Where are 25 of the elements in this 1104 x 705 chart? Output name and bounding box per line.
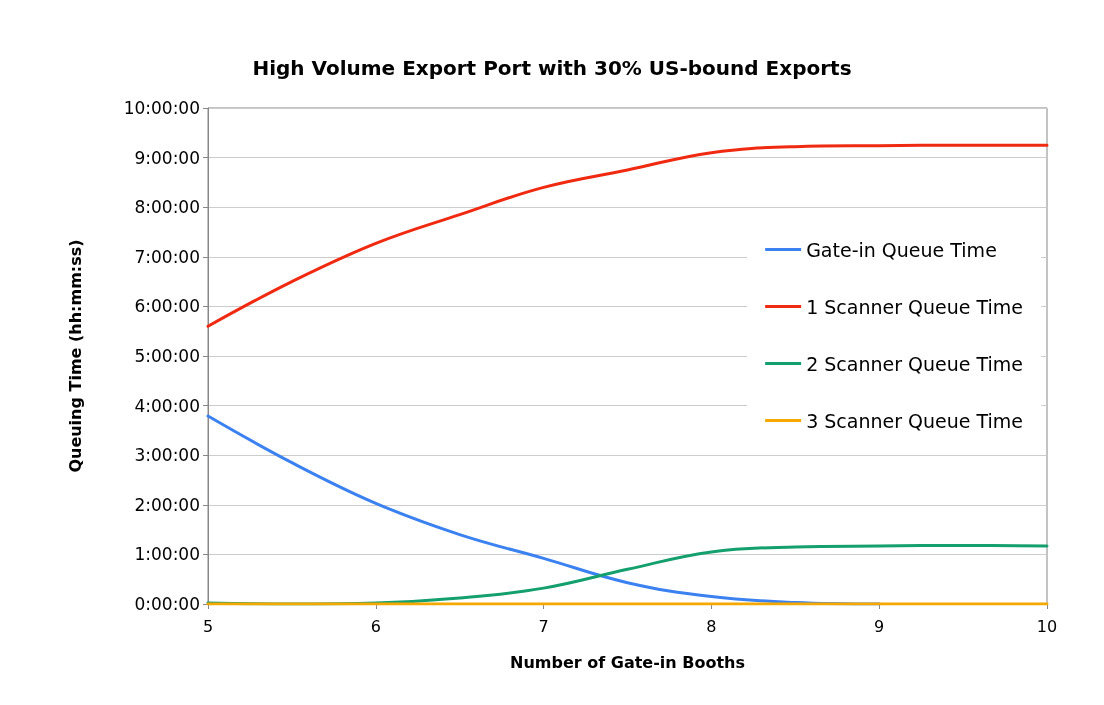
y-tick-label: 3:00:00: [134, 445, 200, 466]
legend-label: 3 Scanner Queue Time: [806, 409, 1023, 432]
y-tick-label: 10:00:00: [123, 98, 200, 118]
y-tick-label: 1:00:00: [134, 544, 200, 565]
line-series: [206, 143, 1049, 328]
y-tick-label: 9:00:00: [134, 147, 200, 168]
y-tick-label: 0:00:00: [134, 594, 200, 614]
chart-title: High Volume Export Port with 30% US-bound Exports: [252, 56, 852, 80]
y-tick-label: 8:00:00: [134, 197, 200, 218]
y-tick-label: 4:00:00: [134, 395, 200, 416]
legend-label: 1 Scanner Queue Time: [806, 295, 1023, 318]
x-tick-label: 7: [538, 616, 549, 636]
x-tick-label: 10: [1036, 616, 1058, 636]
legend-label: 2 Scanner Queue Time: [806, 352, 1023, 375]
x-tick-label: 6: [370, 616, 381, 636]
y-tick-label: 7:00:00: [134, 246, 200, 267]
x-axis-title: Number of Gate-in Booths: [510, 652, 745, 672]
x-tick-label: 5: [202, 616, 214, 636]
x-tick-label: 8: [706, 616, 717, 636]
x-tick-label: 9: [874, 616, 885, 636]
y-tick-label: 2:00:00: [134, 494, 200, 515]
y-axis-title: Queuing Time (hh:mm:ss): [65, 239, 85, 473]
y-tick-label: 6:00:00: [134, 296, 200, 317]
y-tick-label: 5:00:00: [134, 346, 200, 366]
legend-label: Gate-in Queue Time: [806, 238, 997, 261]
